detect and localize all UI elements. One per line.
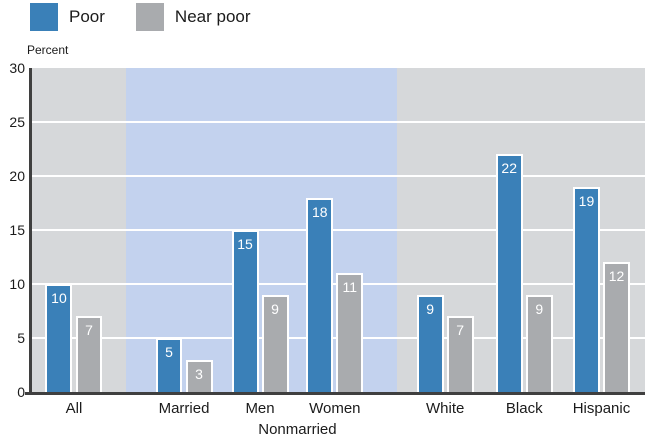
y-tick-label-20: 20 [9,168,25,184]
legend-swatch-poor [30,3,58,31]
bar-near-poor-hispanic: 12 [603,262,630,392]
bar-near-poor-women: 11 [336,273,364,392]
x-category-label-white: White [425,400,465,417]
bar-value-label: 3 [195,365,203,382]
x-axis-labels: Nonmarried All Married Men Women White Black H… [32,400,645,442]
legend-label-poor: Poor [69,7,105,26]
x-category-label-hispanic: Hispanic [572,400,631,417]
x-category-label-women: Women [309,400,361,417]
y-tick-label-30: 30 [9,60,25,76]
bar-poor-women: 18 [306,197,334,392]
bar-value-label: 18 [312,203,328,220]
gridline-15 [32,229,645,231]
bar-value-label: 10 [51,290,67,306]
legend-item-poor: Poor [30,3,105,31]
bar-near-poor-black: 9 [525,294,553,392]
bar-near-poor-men: 9 [261,294,289,392]
x-category-label-men: Men [245,400,275,417]
bar-near-poor-all: 7 [75,316,103,392]
y-axis-ticks: 30 25 20 15 10 5 0 [0,60,25,400]
bar-value-label: 22 [501,160,517,177]
bar-near-poor-white: 7 [446,316,474,392]
y-tick-label-25: 25 [9,114,25,130]
group-label-nonmarried: Nonmarried [258,421,337,438]
x-axis-line [25,392,645,395]
bar-value-label: 5 [165,344,173,360]
x-category-label-married: Married [158,400,210,417]
gridline-25 [32,120,645,123]
bar-value-label: 7 [456,322,465,339]
y-tick-label-15: 15 [9,222,25,238]
legend: Poor Near poor [30,3,251,31]
legend-label-near-poor: Near poor [174,7,251,26]
bar-poor-hispanic: 19 [572,186,600,392]
bar-value-label: 9 [426,300,435,317]
legend-item-near-poor: Near poor [135,3,251,31]
y-tick-label-10: 10 [9,276,25,292]
bar-value-label: 9 [271,300,279,317]
y-axis-title: Percent [27,43,69,57]
x-category-label-black: Black [505,400,543,417]
bar-value-label: 12 [608,268,625,285]
bar-value-label: 15 [237,236,253,252]
bar-poor-all: 10 [45,284,73,392]
bar-poor-black: 22 [495,154,523,392]
bar-poor-married: 5 [155,338,183,392]
legend-swatch-near-poor [135,3,164,31]
plot-area: 10 5 15 18 9 22 19 7 3 9 11 7 9 12 [25,68,645,395]
bar-value-label: 7 [85,322,93,339]
bar-value-label: 9 [535,300,544,317]
y-axis-line [29,68,32,395]
gridline-20 [32,174,645,177]
bar-poor-men: 15 [231,230,259,392]
bar-value-label: 19 [578,192,595,209]
bar-poor-white: 9 [416,294,444,392]
bar-near-poor-married: 3 [185,359,213,392]
bar-value-label: 11 [342,279,358,296]
y-tick-label-5: 5 [17,330,25,346]
y-tick-label-0: 0 [17,384,25,400]
x-category-label-all: All [65,400,83,417]
